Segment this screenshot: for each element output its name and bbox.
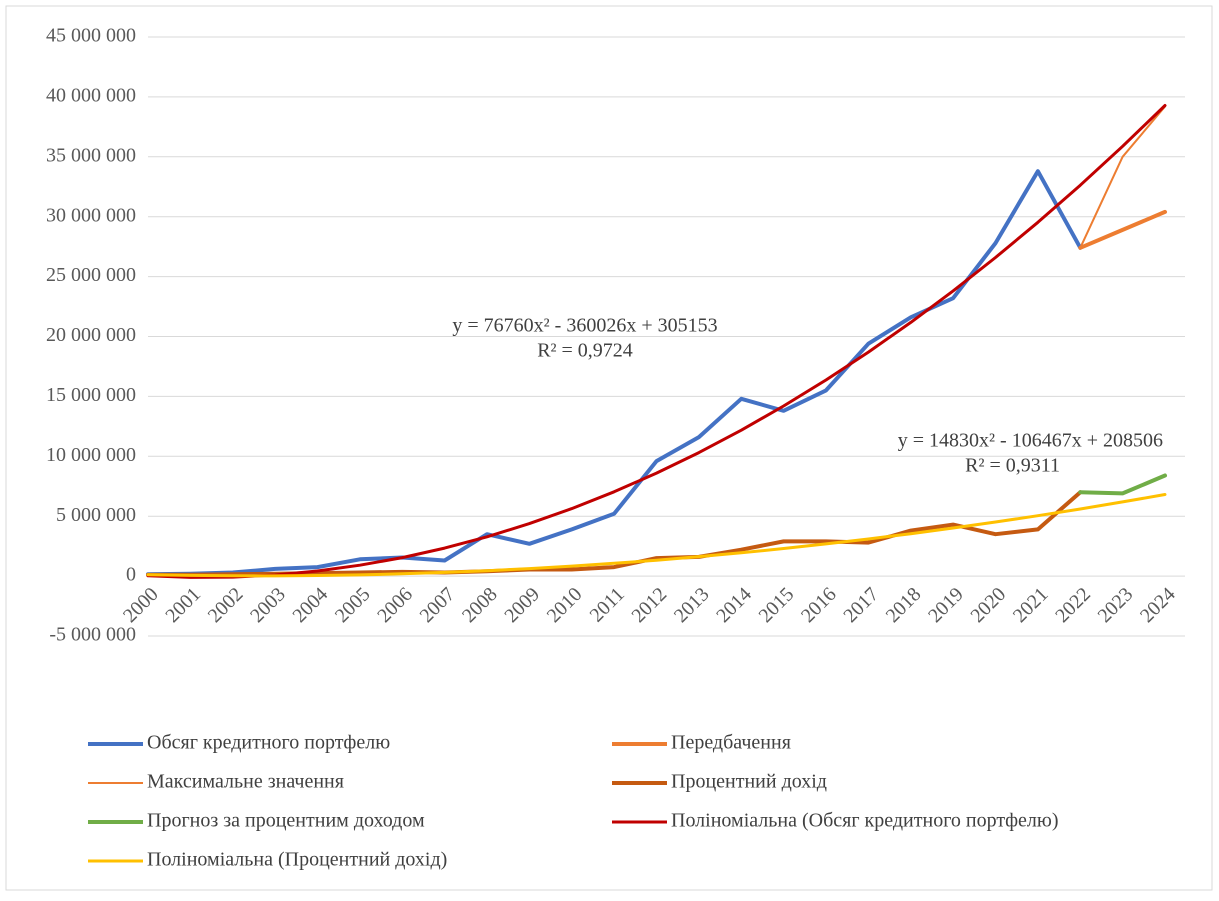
legend-label: Поліноміальна (Обсяг кредитного портфелю…	[671, 810, 1059, 832]
legend-label: Обсяг кредитного портфелю	[147, 732, 390, 754]
legend-label: Прогноз за процентним доходом	[147, 810, 425, 832]
y-tick-label: 25 000 000	[46, 264, 136, 286]
legend-label: Максимальне значення	[147, 771, 344, 793]
trend-r2: R² = 0,9311	[965, 455, 1060, 477]
series-line	[1078, 209, 1167, 250]
chart-border	[5, 5, 1213, 891]
legend-label: Поліноміальна (Процентний дохід)	[147, 849, 447, 871]
trend-equation: y = 14830x² - 106467x + 208506	[898, 430, 1163, 452]
y-tick-label: 5 000 000	[56, 504, 136, 526]
series-line	[1078, 473, 1167, 496]
trend-r2: R² = 0,9724	[537, 340, 633, 362]
legend-label: Процентний дохід	[671, 771, 827, 793]
y-tick-label: 40 000 000	[46, 84, 136, 106]
y-tick-label: 30 000 000	[46, 204, 136, 226]
y-tick-label: 45 000 000	[46, 25, 136, 47]
y-tick-label: -5 000 000	[49, 624, 136, 646]
trend-equation: y = 76760x² - 360026x + 305153	[452, 315, 717, 337]
y-tick-label: 0	[126, 564, 136, 586]
series-line	[146, 493, 1167, 578]
y-tick-label: 10 000 000	[46, 444, 136, 466]
y-tick-label: 15 000 000	[46, 384, 136, 406]
y-tick-label: 35 000 000	[46, 144, 136, 166]
y-tick-label: 20 000 000	[46, 324, 136, 346]
series-line	[146, 104, 1167, 579]
series-line	[1079, 105, 1166, 249]
legend-label: Передбачення	[671, 732, 791, 754]
